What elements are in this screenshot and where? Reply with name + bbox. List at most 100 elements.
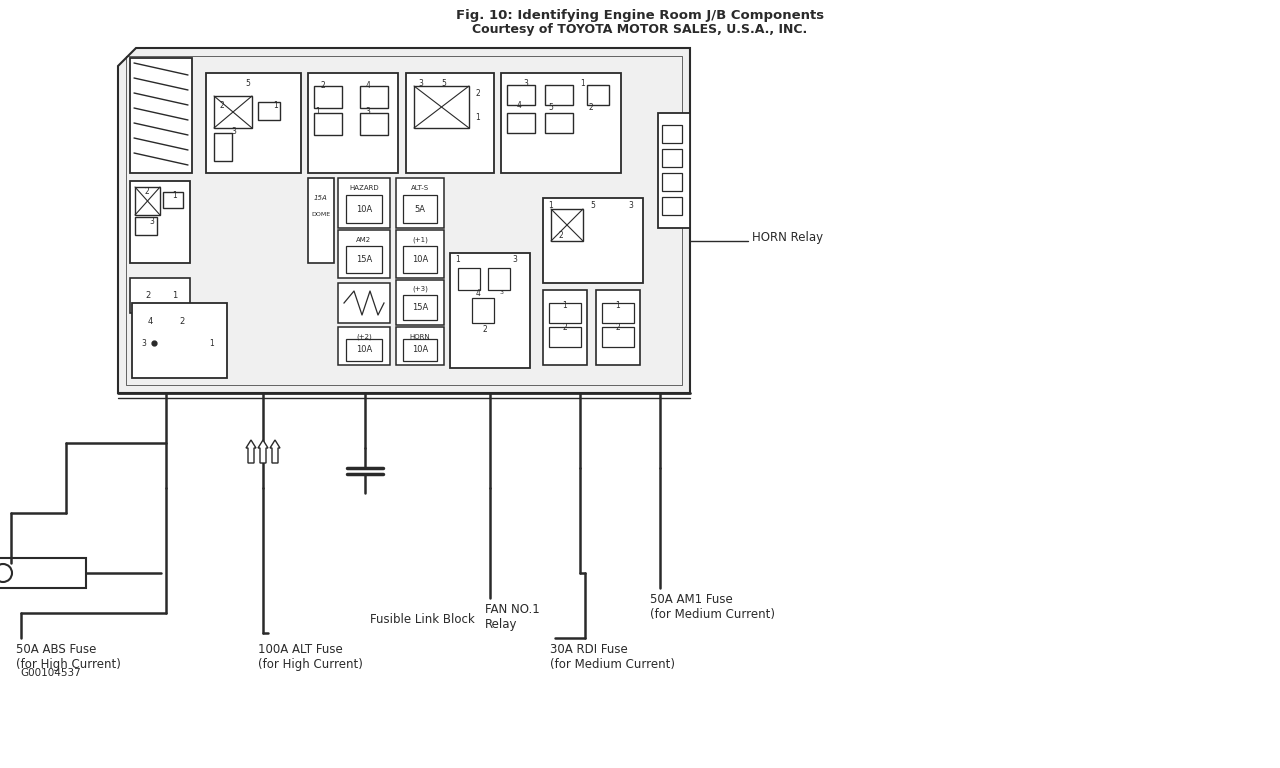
Text: 2: 2 [589, 104, 594, 112]
Text: 3: 3 [142, 339, 146, 347]
Bar [549, 327, 581, 347]
Text: 10A: 10A [412, 346, 428, 355]
Text: 1: 1 [476, 114, 480, 123]
Text: 4: 4 [147, 316, 152, 326]
Text: 50A AM1 Fuse
(for Medium Current): 50A AM1 Fuse (for Medium Current) [650, 593, 774, 621]
Text: 5: 5 [246, 78, 251, 88]
Bar [488, 268, 509, 290]
Bar [338, 283, 390, 323]
Bar [0, 558, 86, 588]
Bar [396, 280, 444, 325]
Bar [549, 303, 581, 323]
Text: 15A: 15A [356, 256, 372, 264]
Text: 5A: 5A [415, 204, 425, 214]
Text: 10A: 10A [412, 256, 428, 264]
Bar [458, 268, 480, 290]
Text: 3: 3 [512, 256, 517, 264]
Bar [588, 85, 609, 105]
Text: 2: 2 [145, 187, 150, 196]
Bar [134, 187, 160, 215]
Text: 1: 1 [581, 78, 585, 88]
Text: HORN Relay: HORN Relay [753, 231, 823, 244]
Bar [662, 197, 682, 215]
Bar [403, 295, 436, 320]
Bar [543, 290, 588, 365]
Text: 2: 2 [616, 323, 621, 332]
Text: DOME: DOME [311, 213, 330, 217]
Bar [308, 178, 334, 263]
Text: 2: 2 [320, 81, 325, 90]
Bar [602, 303, 634, 323]
Bar [472, 298, 494, 323]
Text: Fig. 10: Identifying Engine Room J/B Components: Fig. 10: Identifying Engine Room J/B Com… [456, 9, 824, 22]
Text: 4: 4 [476, 289, 480, 297]
Bar [214, 133, 232, 161]
Bar [131, 181, 189, 263]
Text: FAN NO.1
Relay: FAN NO.1 Relay [485, 603, 540, 631]
FancyArrow shape [270, 440, 280, 463]
Bar [314, 113, 342, 135]
Bar [406, 73, 494, 173]
Bar [134, 217, 157, 235]
Bar [543, 198, 643, 283]
Text: 4: 4 [517, 101, 521, 110]
Bar [500, 73, 621, 173]
Text: 15A: 15A [412, 303, 428, 313]
Text: 10A: 10A [356, 346, 372, 355]
Text: HORN: HORN [410, 334, 430, 340]
Text: 3: 3 [524, 78, 529, 88]
Bar [346, 195, 381, 223]
Bar [403, 339, 436, 361]
Bar [396, 178, 444, 228]
Bar [132, 303, 227, 378]
Text: 2: 2 [558, 230, 563, 240]
Text: 3: 3 [150, 217, 155, 226]
Bar [346, 339, 381, 361]
Bar [545, 113, 573, 133]
Text: 30A RDI Fuse
(for Medium Current): 30A RDI Fuse (for Medium Current) [550, 643, 675, 671]
Bar [206, 73, 301, 173]
Bar [314, 86, 342, 108]
Text: 3: 3 [500, 290, 504, 296]
Bar [338, 178, 390, 228]
Text: 1: 1 [616, 300, 621, 310]
Text: (+1): (+1) [412, 237, 428, 243]
Text: HAZARD: HAZARD [349, 185, 379, 191]
Bar [259, 102, 280, 120]
Bar [396, 327, 444, 365]
Polygon shape [118, 48, 690, 393]
Text: (+2): (+2) [356, 334, 372, 340]
Bar [403, 195, 436, 223]
Text: 50A ABS Fuse
(for High Current): 50A ABS Fuse (for High Current) [15, 643, 120, 671]
Bar [507, 85, 535, 105]
Bar [602, 327, 634, 347]
Text: 1: 1 [173, 190, 178, 200]
Bar [360, 86, 388, 108]
Text: ALT-S: ALT-S [411, 185, 429, 191]
FancyArrow shape [246, 440, 256, 463]
Bar [131, 58, 192, 173]
Bar [662, 173, 682, 191]
Text: G00104537: G00104537 [20, 668, 81, 678]
Text: Fusible Link Block: Fusible Link Block [370, 613, 475, 626]
Bar [545, 85, 573, 105]
Bar [451, 253, 530, 368]
Text: 3: 3 [232, 127, 237, 135]
Bar [396, 230, 444, 278]
Bar [507, 113, 535, 133]
Bar [662, 149, 682, 167]
Text: 2: 2 [476, 88, 480, 98]
Text: 2: 2 [483, 326, 488, 335]
Text: 5: 5 [590, 201, 595, 210]
Bar [658, 113, 690, 228]
Text: 1: 1 [456, 256, 461, 264]
Text: 15A: 15A [314, 195, 328, 201]
Bar [163, 192, 183, 208]
Text: 5: 5 [549, 104, 553, 112]
Text: 1: 1 [563, 300, 567, 310]
Text: 10A: 10A [356, 204, 372, 214]
Bar [308, 73, 398, 173]
Text: 1: 1 [173, 292, 178, 300]
Text: 100A ALT Fuse
(for High Current): 100A ALT Fuse (for High Current) [259, 643, 362, 671]
Text: 1: 1 [549, 201, 553, 210]
